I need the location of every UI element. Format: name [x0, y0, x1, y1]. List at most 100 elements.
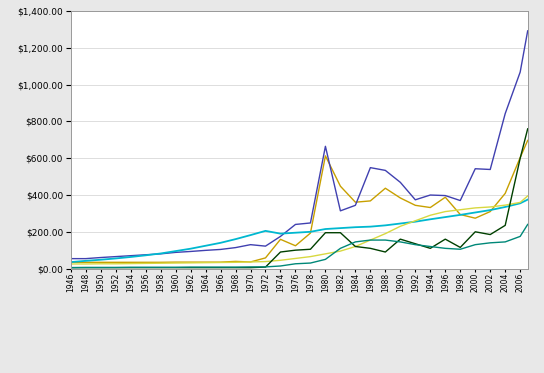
Oil	[172, 266, 179, 270]
Coal	[367, 238, 374, 242]
Platinum	[442, 193, 449, 198]
Borodium	[442, 215, 449, 219]
Platinum	[487, 167, 493, 172]
Oil	[322, 231, 329, 235]
Gold	[202, 260, 209, 264]
Electricity	[487, 205, 493, 209]
Electricity	[187, 261, 194, 265]
Electricity	[442, 209, 449, 214]
Platinum	[472, 166, 479, 171]
Borodium	[262, 229, 269, 233]
Oil	[127, 266, 134, 270]
Coal	[427, 244, 434, 249]
Coal	[524, 222, 531, 227]
Oil	[157, 266, 164, 270]
Borodium	[487, 208, 493, 212]
Gold	[232, 259, 239, 264]
Electricity	[412, 219, 418, 223]
Platinum	[262, 244, 269, 248]
Gold	[382, 186, 388, 191]
Borodium	[352, 225, 358, 229]
Electricity	[352, 244, 358, 249]
Borodium	[202, 244, 209, 248]
Electricity	[472, 206, 479, 210]
Borodium	[382, 223, 388, 228]
Platinum	[457, 198, 463, 203]
Borodium	[337, 226, 344, 231]
Gold	[427, 205, 434, 210]
Electricity	[337, 249, 344, 253]
Platinum	[232, 245, 239, 250]
Coal	[412, 242, 418, 247]
Oil	[502, 223, 509, 228]
Borodium	[524, 197, 531, 202]
Platinum	[502, 112, 509, 116]
Borodium	[143, 253, 149, 258]
Gold	[247, 260, 254, 264]
Platinum	[172, 250, 179, 255]
Oil	[352, 244, 358, 249]
Borodium	[187, 247, 194, 251]
Oil	[247, 266, 254, 270]
Line: Borodium: Borodium	[71, 200, 528, 262]
Gold	[292, 244, 299, 248]
Gold	[113, 260, 119, 264]
Borodium	[97, 257, 104, 262]
Borodium	[322, 227, 329, 231]
Platinum	[524, 29, 531, 33]
Borodium	[292, 231, 299, 235]
Borodium	[232, 237, 239, 241]
Coal	[397, 240, 404, 244]
Platinum	[397, 180, 404, 185]
Electricity	[322, 252, 329, 256]
Platinum	[337, 209, 344, 213]
Platinum	[412, 198, 418, 202]
Coal	[67, 266, 74, 270]
Coal	[502, 240, 509, 244]
Platinum	[277, 234, 284, 239]
Oil	[67, 266, 74, 270]
Electricity	[382, 231, 388, 236]
Gold	[187, 260, 194, 264]
Gold	[97, 260, 104, 264]
Oil	[277, 250, 284, 254]
Electricity	[172, 261, 179, 265]
Coal	[187, 265, 194, 269]
Gold	[352, 200, 358, 204]
Coal	[172, 265, 179, 270]
Gold	[262, 256, 269, 260]
Oil	[412, 241, 418, 246]
Borodium	[247, 233, 254, 237]
Borodium	[307, 229, 314, 234]
Electricity	[247, 260, 254, 264]
Borodium	[412, 219, 418, 224]
Coal	[202, 265, 209, 269]
Oil	[517, 156, 523, 160]
Gold	[143, 260, 149, 264]
Electricity	[202, 260, 209, 265]
Platinum	[367, 165, 374, 170]
Platinum	[307, 221, 314, 225]
Coal	[232, 265, 239, 269]
Borodium	[517, 201, 523, 206]
Platinum	[202, 248, 209, 253]
Borodium	[472, 210, 479, 215]
Borodium	[157, 251, 164, 256]
Platinum	[427, 193, 434, 197]
Electricity	[97, 261, 104, 266]
Coal	[83, 265, 89, 270]
Borodium	[427, 217, 434, 222]
Coal	[487, 241, 493, 245]
Platinum	[67, 256, 74, 261]
Line: Gold: Gold	[71, 140, 528, 262]
Electricity	[397, 224, 404, 229]
Platinum	[97, 255, 104, 260]
Coal	[113, 265, 119, 270]
Oil	[187, 266, 194, 270]
Coal	[97, 265, 104, 270]
Coal	[472, 242, 479, 247]
Borodium	[83, 258, 89, 263]
Borodium	[127, 255, 134, 259]
Gold	[457, 212, 463, 217]
Borodium	[277, 231, 284, 236]
